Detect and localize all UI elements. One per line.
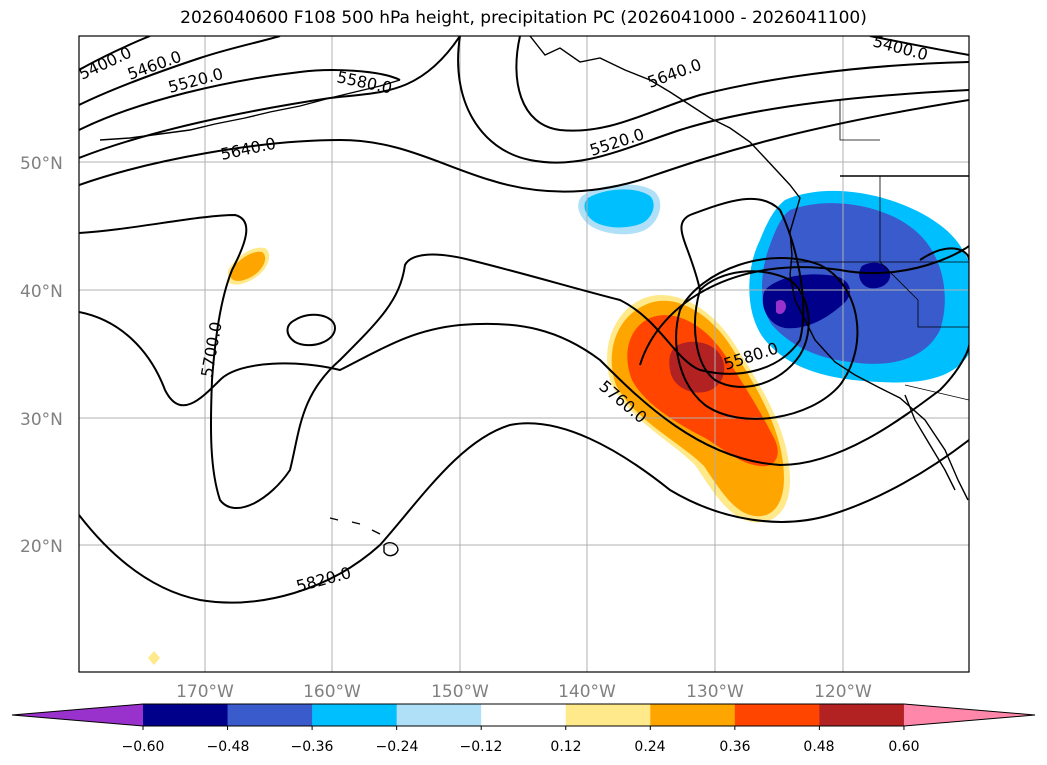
lon-label: 140°W [558,682,616,702]
colorbar-tick-label: 0.60 [888,739,919,755]
precip-shading [148,184,969,665]
lon-label: 130°W [686,682,744,702]
map-border [78,35,970,673]
colorbar-tick-label: −0.36 [291,739,334,755]
precip-neg-048a [762,274,851,329]
colorbar-segment [312,704,398,726]
colorbar-tick-label: 0.24 [634,739,665,755]
lat-label: 40°N [20,282,63,302]
contour-5760 [79,311,969,467]
precip-pos-048 [669,341,725,393]
contour-5700 [79,197,805,510]
contour-5820 [79,422,969,604]
state-border-b [790,261,969,328]
longitude-labels: 170°W 160°W 150°W 140°W 130°W 120°W [176,682,872,702]
colorbar-tick-label: 0.36 [719,739,750,755]
contour-5400-west [79,36,151,71]
lat-label: 50°N [20,154,63,174]
precip-neg-048b [859,262,891,289]
hawaii-islands [329,517,399,557]
contour-5640-low [675,257,859,420]
colorbar [11,703,1036,730]
colorbar-segment [734,704,820,726]
aleutian-coast [99,79,401,141]
colorbar-segment [650,704,736,726]
lon-label: 120°W [814,682,872,702]
colorbar-segment [819,704,905,726]
contour-5460 [79,36,281,106]
contour-5520-east [515,36,969,132]
colorbar-tick-label: −0.24 [376,739,419,755]
colorbar-segment [396,704,482,726]
gridlines [79,36,969,672]
contour-5580-mid [457,36,969,164]
colorbar-tick-label: 0.12 [550,739,581,755]
contour-small-loop [286,313,337,347]
lat-label: 20°N [20,537,63,557]
colorbar-extend-max [903,704,1035,726]
height-contours [79,36,969,604]
precip-pos-patch [231,251,266,281]
lon-label: 160°W [303,682,361,702]
state-border-c [839,100,880,141]
colorbar-tick-label: −0.60 [122,739,165,755]
colorbar-segment [227,704,313,726]
precip-neg-patch-inner [584,189,654,228]
contour-5580-north [79,36,461,159]
precip-pos-diamond [148,651,160,665]
colorbar-tick-label: 0.48 [803,739,834,755]
alaska-coast [529,36,969,501]
contour-5640-west [79,99,969,193]
colorbar-tick-label: −0.12 [460,739,503,755]
contour-5400-east [869,36,969,56]
latitude-labels: 50°N 40°N 30°N 20°N [20,154,63,557]
colorbar-segment [143,704,229,726]
precip-neg-060 [776,299,786,315]
lon-label: 150°W [431,682,489,702]
colorbar-ticks: −0.60 −0.48 −0.36 −0.24 −0.12 0.12 0.24 … [122,739,920,755]
contour-5520-west [79,69,401,131]
colorbar-extend-min [12,704,143,726]
lon-label: 170°W [176,682,234,702]
map-title: 2026040600 F108 500 hPa height, precipit… [180,8,867,28]
colorbar-segment [565,704,651,726]
colorbar-segment [481,704,567,726]
contour-5700-low [639,243,969,366]
colorbar-tick-label: −0.48 [207,739,250,755]
lat-label: 30°N [20,410,63,430]
